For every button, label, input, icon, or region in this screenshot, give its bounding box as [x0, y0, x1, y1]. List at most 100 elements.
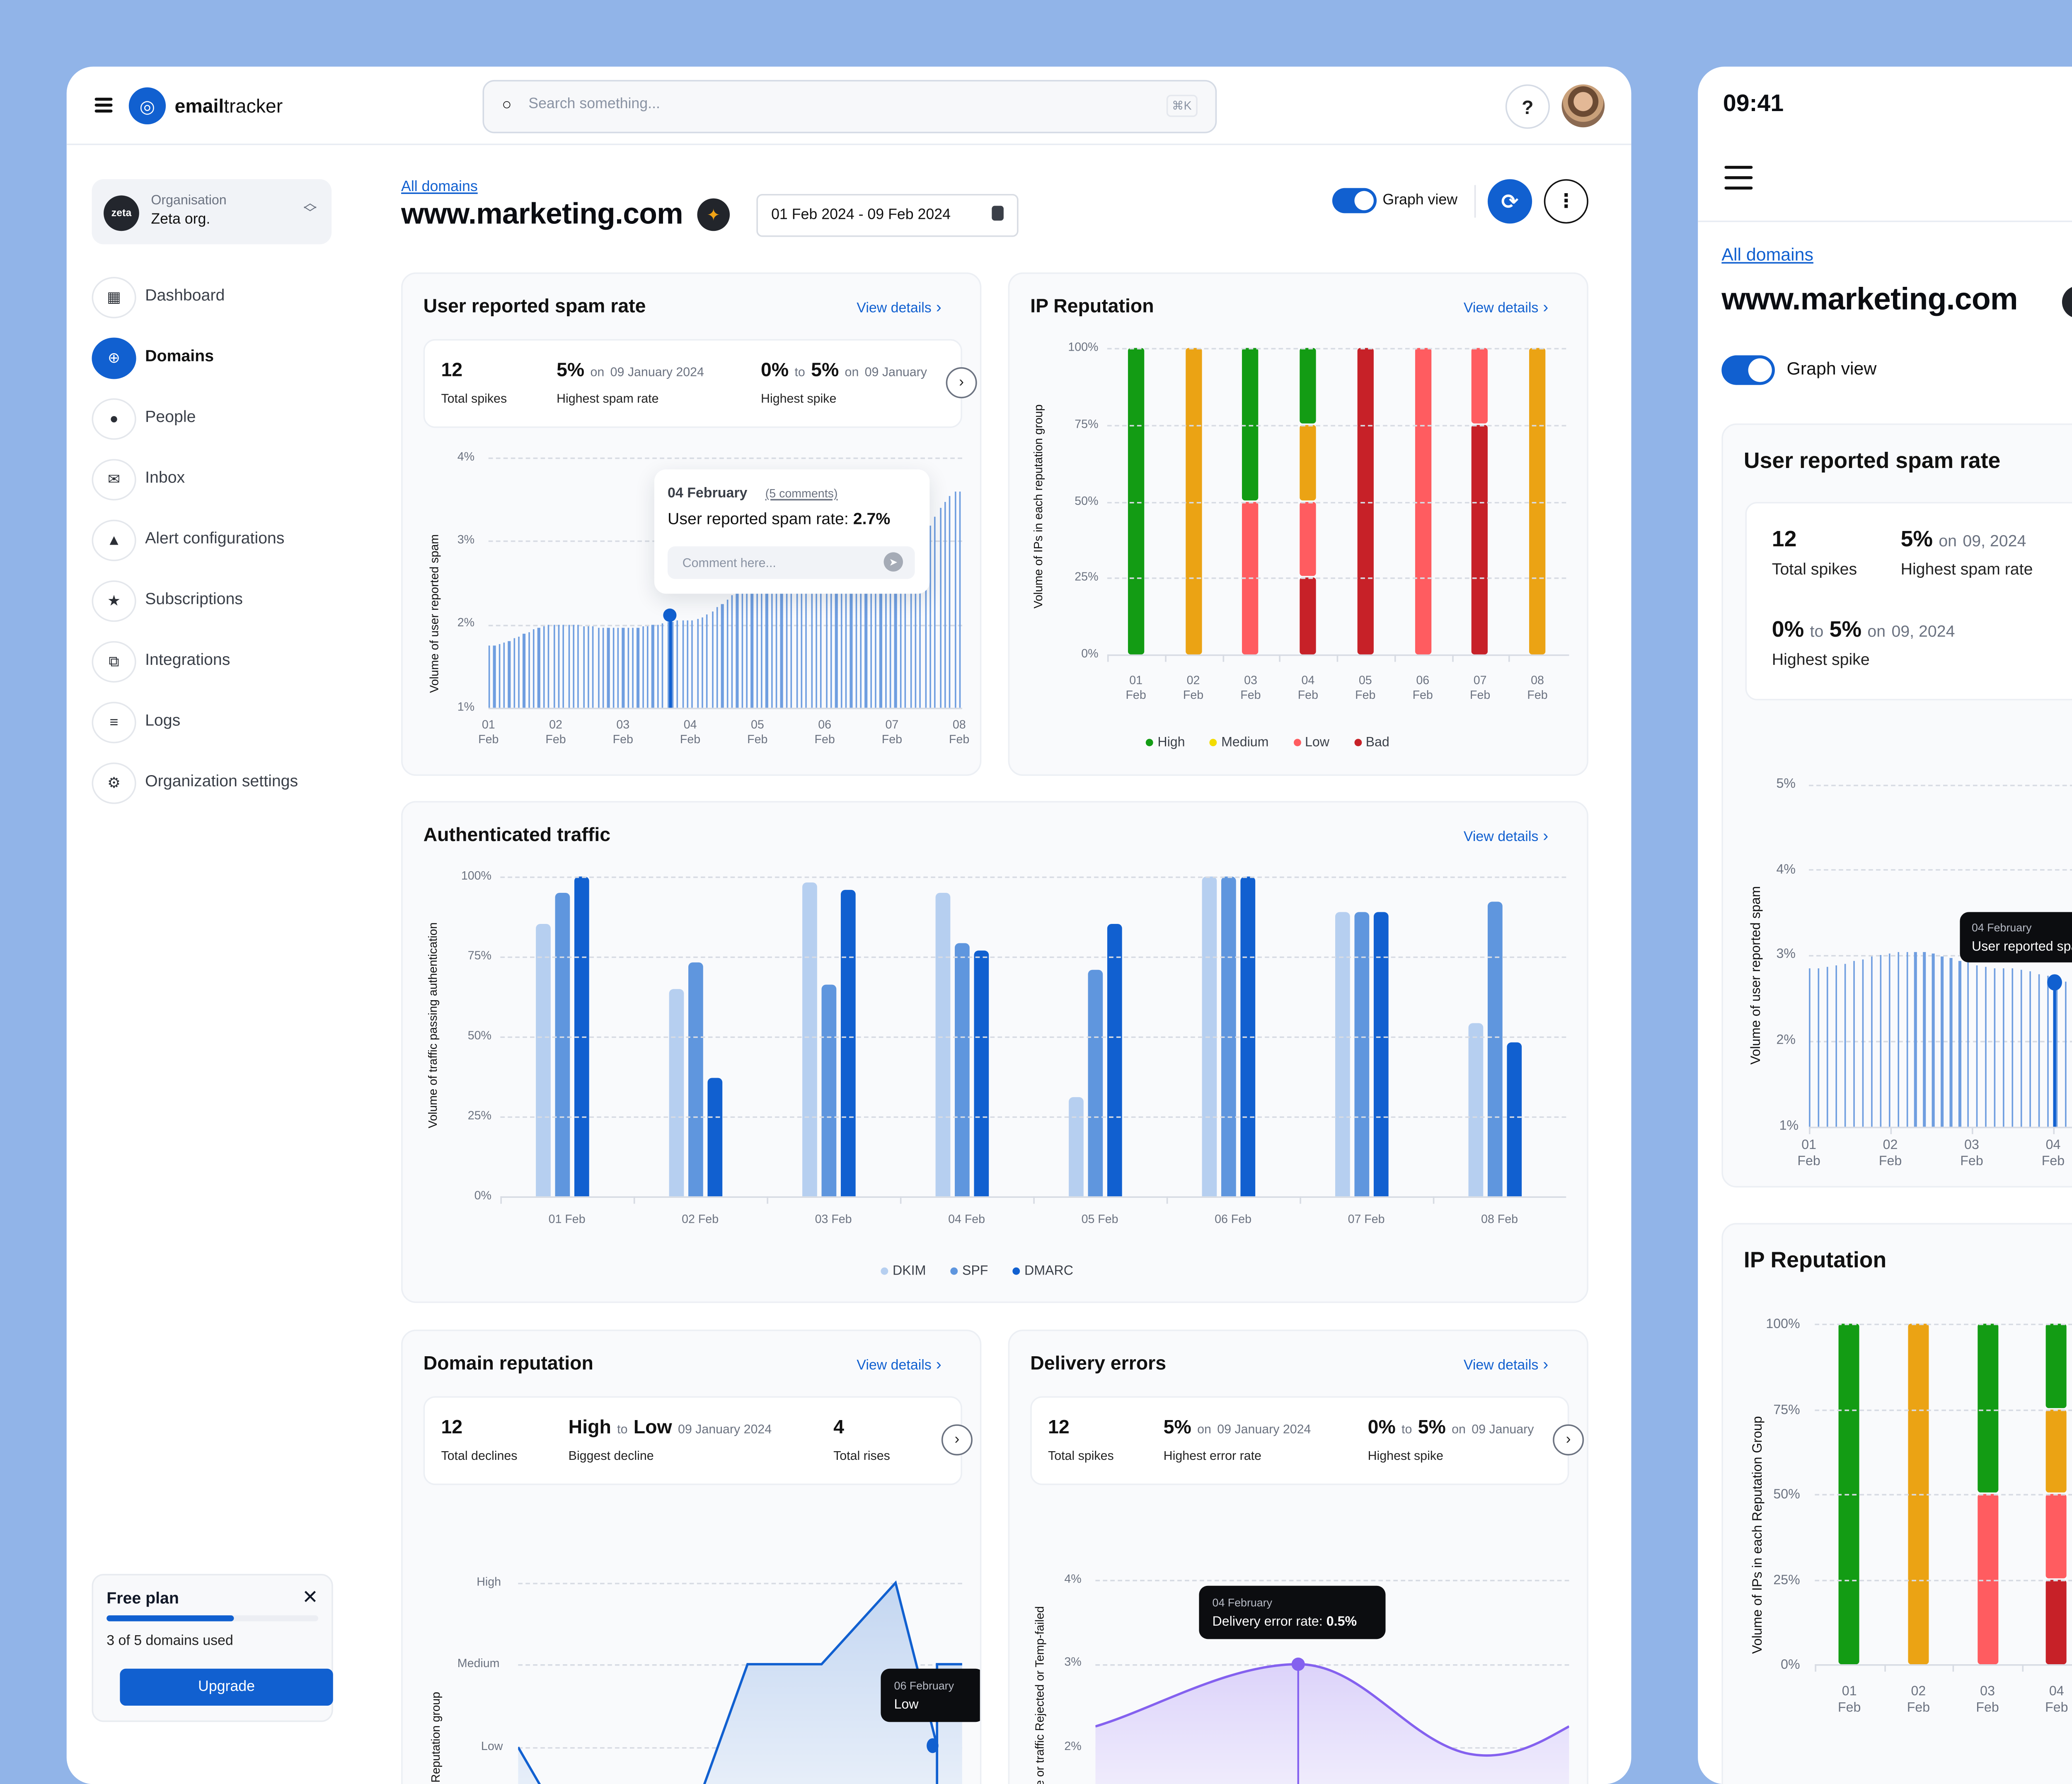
spike-bar: [493, 645, 495, 708]
spike-bar: [880, 575, 882, 708]
highlight-point[interactable]: [927, 1738, 939, 1753]
spam-rate-bars[interactable]: [488, 458, 962, 708]
sidebar-item-domains[interactable]: ⊕ Domains: [92, 337, 343, 379]
view-details-link[interactable]: View details: [857, 299, 942, 317]
sidebar-item-subscriptions[interactable]: ★ Subscriptions: [92, 580, 343, 622]
spam-rate-bars[interactable]: [1809, 785, 2072, 1127]
x-tick: 07 Feb: [881, 718, 903, 747]
menu-icon[interactable]: [94, 97, 113, 113]
spike-bar: [791, 582, 793, 708]
calendar-icon: [992, 206, 1004, 221]
menu-icon[interactable]: [1724, 166, 1753, 197]
close-icon[interactable]: ✕: [302, 1585, 319, 1608]
spike-bar: [2003, 968, 2005, 1127]
sidebar-item-alert-configurations[interactable]: ▲ Alert configurations: [92, 519, 343, 561]
view-details-link[interactable]: View details: [857, 1356, 942, 1374]
page-title: www.marketing.com: [1721, 283, 2018, 317]
org-logo: zeta: [104, 195, 139, 231]
x-tick: 05 Feb: [1355, 674, 1376, 702]
spike-bar: [1844, 963, 1846, 1127]
y-tick: 50%: [467, 1029, 491, 1042]
next-stats-button[interactable]: ›: [941, 1424, 973, 1456]
spike-bar: [870, 576, 872, 708]
pin-badge-icon[interactable]: ✦: [697, 198, 730, 231]
spike-bar: [563, 624, 565, 708]
y-tick: 50%: [1773, 1486, 1800, 1502]
grid-line: [1815, 1408, 2072, 1411]
sidebar-item-inbox[interactable]: ✉ Inbox: [92, 459, 343, 501]
spike-bar: [1923, 953, 1926, 1127]
x-axis: [1809, 1127, 2072, 1128]
spike-bar: [1818, 968, 1820, 1127]
view-details-link[interactable]: View details: [1464, 828, 1549, 845]
date-range-picker[interactable]: 01 Feb 2024 - 09 Feb 2024: [756, 194, 1019, 237]
bar-segment-high: [1128, 348, 1144, 654]
next-stats-button[interactable]: ›: [946, 367, 977, 398]
next-stats-button[interactable]: ›: [1553, 1424, 1584, 1456]
spike-bar: [761, 582, 763, 708]
y-tick: 0%: [474, 1189, 491, 1202]
spike-bar: [865, 577, 867, 708]
spike-bar: [1861, 959, 1864, 1127]
spike-bar: [543, 626, 545, 708]
spike-bar: [508, 641, 510, 708]
spike-bar: [944, 501, 946, 708]
sidebar-item-integrations[interactable]: ⧉ Integrations: [92, 641, 343, 683]
search-input[interactable]: ○ Search something... ⌘K: [482, 80, 1217, 133]
x-axis: [1815, 1664, 2072, 1666]
grid-line: [1809, 869, 2072, 871]
spike-bar: [959, 491, 961, 708]
pin-badge-icon[interactable]: ✦: [2062, 286, 2072, 319]
y-tick: 3%: [1776, 946, 1796, 961]
spike-bar: [597, 627, 600, 708]
view-details-link[interactable]: View details: [1464, 1356, 1549, 1374]
organisation-switcher[interactable]: zeta Organisation Zeta org. ︿ ﹀: [92, 179, 332, 245]
breadcrumb-all-domains[interactable]: All domains: [1721, 244, 1813, 265]
more-options-button[interactable]: ⋮: [1544, 179, 1588, 224]
bar-spf: [1487, 902, 1503, 1197]
graph-view-toggle[interactable]: [1721, 355, 1775, 385]
x-axis: [488, 708, 962, 710]
comments-link[interactable]: (5 comments): [765, 487, 838, 501]
legend: High Medium Low Bad: [1145, 734, 1410, 749]
bar-dmarc: [1373, 911, 1389, 1197]
spike-bar: [528, 632, 530, 708]
view-details-link[interactable]: View details: [1464, 299, 1549, 317]
x-tick: 01 Feb: [1797, 1137, 1820, 1168]
bar-dkim: [536, 924, 551, 1197]
comment-input[interactable]: Comment here... ➤: [668, 546, 915, 579]
spike-bar: [1932, 954, 1934, 1127]
mobile-spam-rate-card: User reported spam rate View details 12T…: [1721, 423, 2072, 1188]
graph-view-label: Graph view: [1382, 192, 1458, 209]
x-tick-mark: [1033, 1196, 1035, 1204]
status-bar-time: 09:41: [1723, 92, 1784, 117]
search-shortcut: ⌘K: [1166, 95, 1198, 117]
spike-bar: [835, 582, 838, 708]
upgrade-button[interactable]: Upgrade: [120, 1668, 333, 1706]
x-tick: 04 Feb: [948, 1212, 985, 1226]
authenticated-traffic-bars[interactable]: [500, 876, 1566, 1197]
user-avatar[interactable]: [1561, 84, 1605, 128]
sidebar-item-organization-settings[interactable]: ⚙ Organization settings: [92, 762, 343, 804]
ip-reputation-bars[interactable]: [1107, 348, 1566, 654]
y-tick: 1%: [1779, 1117, 1799, 1133]
highlight-point[interactable]: [663, 608, 677, 622]
refresh-button[interactable]: ⟳: [1487, 179, 1532, 224]
highlight-point[interactable]: [2047, 974, 2062, 991]
bar-dmarc: [707, 1078, 723, 1197]
bar-segment-low: [2046, 1494, 2067, 1578]
spike-bar: [1809, 968, 1811, 1127]
send-icon[interactable]: ➤: [884, 552, 903, 572]
sidebar-item-dashboard[interactable]: ▦ Dashboard: [92, 276, 343, 319]
sidebar-item-logs[interactable]: ≡ Logs: [92, 702, 343, 744]
x-tick-mark: [1953, 1664, 1955, 1672]
graph-view-toggle[interactable]: [1332, 188, 1377, 213]
bar-segment-bad: [2046, 1579, 2067, 1665]
stage: ◎ emailtracker ○ Search something... ⌘K …: [0, 0, 2072, 1741]
spike-bar: [1994, 967, 1996, 1127]
grid-line: [1809, 955, 2072, 957]
breadcrumb-all-domains[interactable]: All domains: [401, 179, 478, 196]
sidebar-item-people[interactable]: ● People: [92, 398, 343, 440]
grid-line: [488, 457, 962, 459]
help-button[interactable]: ?: [1505, 84, 1550, 129]
